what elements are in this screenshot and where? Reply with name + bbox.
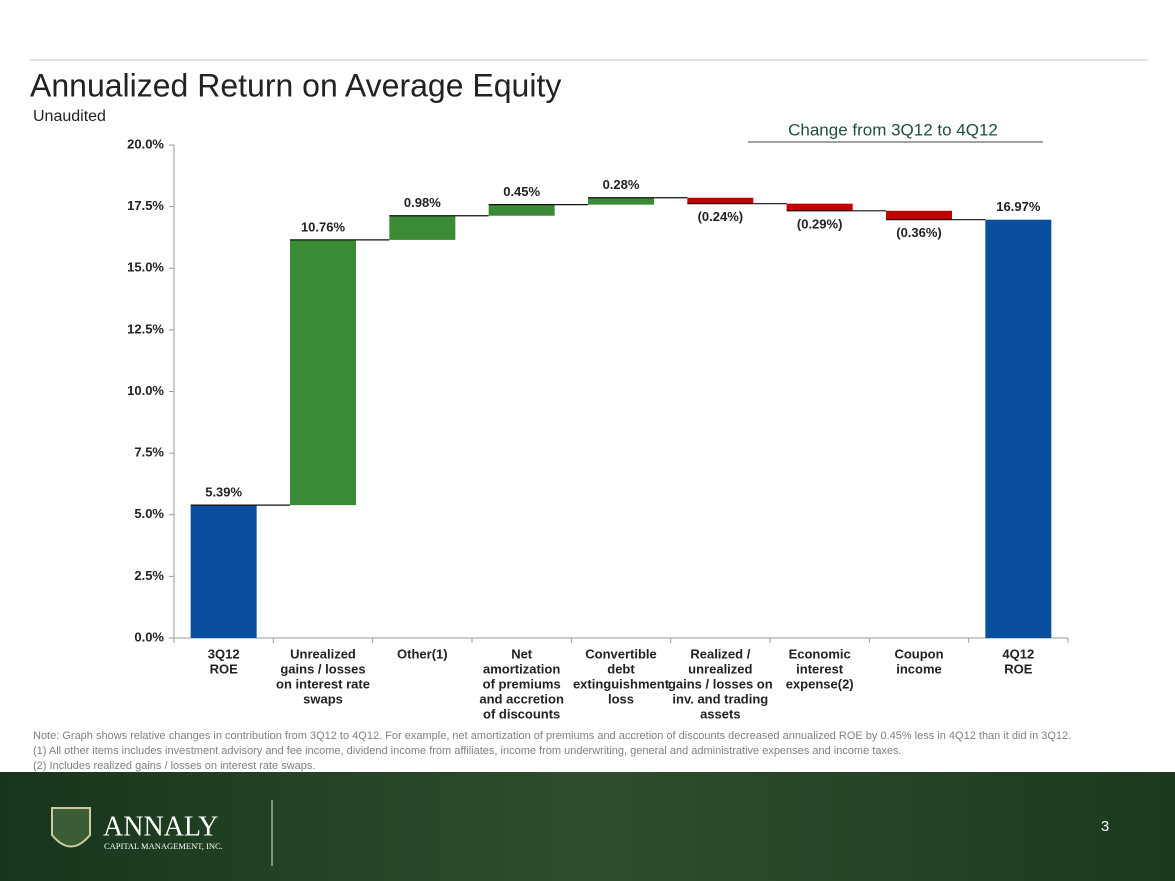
bar [687,197,754,204]
x-tick-label: debt [607,661,635,676]
y-tick-label: 0.0% [134,629,164,644]
value-label: 16.97% [996,199,1041,214]
footer-band [0,772,1175,881]
x-tick-label: assets [700,706,740,721]
x-tick-label: Unrealized [290,646,356,661]
x-tick-label: amortization [483,661,560,676]
y-tick-label: 7.5% [134,445,164,460]
value-label: (0.29%) [797,216,843,231]
y-tick-label: 5.0% [134,506,164,521]
value-label: 5.39% [205,485,242,500]
logo-tagline: CAPITAL MANAGEMENT, INC. [104,841,223,851]
bar [985,219,1052,638]
y-tick-label: 12.5% [127,321,164,336]
bar [886,210,952,220]
bar [389,215,456,240]
annotation: Change from 3Q12 to 4Q12 [788,120,998,139]
x-tick-label: Realized / [690,646,750,661]
x-tick-label: of discounts [483,706,560,721]
note: (1) All other items includes investment … [33,745,902,757]
notes: Note: Graph shows relative changes in co… [33,730,1071,772]
y-tick-label: 15.0% [127,260,164,275]
x-tick-label: Convertible [585,646,657,661]
x-tick-label: expense(2) [786,676,854,691]
value-label: 0.98% [404,195,441,210]
plot: 0.0% 2.5% 5.0% 7.5% 10.0% 12.5% 15.0% 17.5% 20.0… [127,136,1069,721]
x-tick-label: extinguishment [573,676,670,691]
x-tick-label: ROE [210,661,239,676]
y-tick-label: 10.0% [127,383,164,398]
value-label: 10.76% [301,219,346,234]
bar [190,505,257,638]
x-tick-label: Coupon [894,646,943,661]
x-tick-label: gains / losses [280,661,365,676]
page-number: 3 [1101,818,1109,835]
value-label: 0.45% [503,184,540,199]
logo-text: ANNALY [103,811,218,842]
y-tick-label: 2.5% [134,568,164,583]
x-tick-label: swaps [303,691,343,706]
value-label: 0.28% [603,177,640,192]
x-tick-label: loss [608,691,634,706]
x-tick-label: unrealized [688,661,752,676]
note: Note: Graph shows relative changes in co… [33,730,1071,742]
x-tick-label: 3Q12 [208,646,240,661]
x-tick-label: gains / losses on [668,676,773,691]
x-tick-label: Economic [789,646,851,661]
bar [290,239,356,506]
value-label: (0.24%) [698,209,744,224]
x-tick-label: of premiums [483,676,561,691]
bar [786,203,853,211]
bar [488,204,555,216]
x-tick-label: interest [796,661,844,676]
note: (2) Includes realized gains / losses on … [33,760,315,772]
x-tick-label: income [896,661,942,676]
subtitle: Unaudited [33,108,106,125]
x-tick-label: 4Q12 [1002,646,1034,661]
logo-shield [51,807,91,848]
x-tick-label: Net [511,646,533,661]
x-tick-label: Other(1) [397,646,448,661]
x-tick-label: inv. and trading [672,691,768,706]
x-tick-label: and accretion [479,691,564,706]
chart-title: Annualized Return on Average Equity [30,67,561,103]
x-tick-label: ROE [1004,661,1033,676]
x-tick-label: on interest rate [276,676,370,691]
y-tick-label: 20.0% [127,136,164,151]
y-tick-label: 17.5% [127,198,164,213]
bar [588,197,654,205]
value-label: (0.36%) [896,225,942,240]
